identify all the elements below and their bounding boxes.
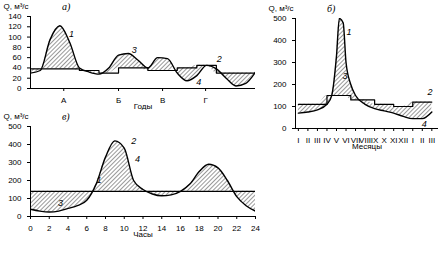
svg-text:22: 22	[232, 224, 241, 233]
svg-text:60: 60	[13, 53, 22, 62]
svg-text:8: 8	[103, 224, 108, 233]
svg-text:XI: XI	[390, 136, 398, 145]
svg-text:2: 2	[130, 136, 136, 146]
svg-text:Г: Г	[203, 96, 208, 105]
svg-text:120: 120	[8, 22, 22, 31]
svg-text:80: 80	[13, 43, 22, 52]
svg-text:0: 0	[282, 124, 287, 133]
svg-text:100: 100	[8, 194, 22, 203]
svg-text:1: 1	[346, 27, 351, 37]
svg-text:Месяцы: Месяцы	[352, 142, 382, 151]
svg-text:400: 400	[273, 36, 287, 45]
svg-text:III: III	[428, 136, 435, 145]
svg-text:20: 20	[13, 74, 22, 83]
svg-text:3: 3	[132, 45, 137, 55]
svg-text:0: 0	[28, 224, 33, 233]
svg-text:4: 4	[135, 154, 140, 164]
svg-text:10: 10	[120, 224, 129, 233]
svg-text:2: 2	[47, 224, 52, 233]
svg-text:3: 3	[58, 198, 63, 208]
svg-text:2: 2	[426, 87, 432, 97]
svg-text:3: 3	[343, 71, 348, 81]
svg-text:14: 14	[157, 224, 166, 233]
svg-text:1: 1	[96, 175, 101, 185]
svg-text:500: 500	[8, 122, 22, 131]
svg-text:40: 40	[13, 63, 22, 72]
svg-text:100: 100	[273, 102, 287, 111]
svg-text:2: 2	[216, 54, 222, 64]
svg-text:18: 18	[195, 224, 204, 233]
svg-text:XII: XII	[398, 136, 408, 145]
svg-text:IV: IV	[323, 136, 331, 145]
svg-text:Q, м³/с: Q, м³/с	[4, 2, 29, 11]
svg-text:А: А	[61, 96, 67, 105]
svg-text:4: 4	[422, 119, 427, 129]
svg-text:24: 24	[251, 224, 260, 233]
svg-text:Q, м³/с: Q, м³/с	[4, 112, 29, 121]
svg-text:I: I	[297, 136, 299, 145]
svg-text:I: I	[412, 136, 414, 145]
svg-text:В: В	[160, 96, 165, 105]
svg-text:300: 300	[8, 158, 22, 167]
svg-text:Часы: Часы	[133, 230, 153, 239]
svg-text:VI: VI	[342, 136, 350, 145]
svg-text:500: 500	[273, 14, 287, 23]
svg-text:V: V	[334, 136, 340, 145]
svg-text:200: 200	[8, 176, 22, 185]
svg-text:4: 4	[66, 224, 71, 233]
svg-text:0: 0	[17, 84, 22, 93]
svg-text:Q, м³/с: Q, м³/с	[269, 4, 294, 13]
svg-text:16: 16	[176, 224, 185, 233]
svg-text:20: 20	[214, 224, 223, 233]
svg-text:4: 4	[196, 77, 201, 87]
svg-text:III: III	[314, 136, 321, 145]
svg-text:6: 6	[85, 224, 90, 233]
svg-text:140: 140	[8, 12, 22, 21]
svg-text:400: 400	[8, 140, 22, 149]
svg-text:II: II	[306, 136, 310, 145]
svg-text:Б: Б	[116, 96, 121, 105]
svg-text:100: 100	[8, 33, 22, 42]
svg-text:300: 300	[273, 58, 287, 67]
svg-text:II: II	[420, 136, 424, 145]
svg-text:200: 200	[273, 80, 287, 89]
svg-text:0: 0	[17, 212, 22, 221]
svg-text:1: 1	[69, 29, 74, 39]
svg-text:X: X	[381, 136, 387, 145]
